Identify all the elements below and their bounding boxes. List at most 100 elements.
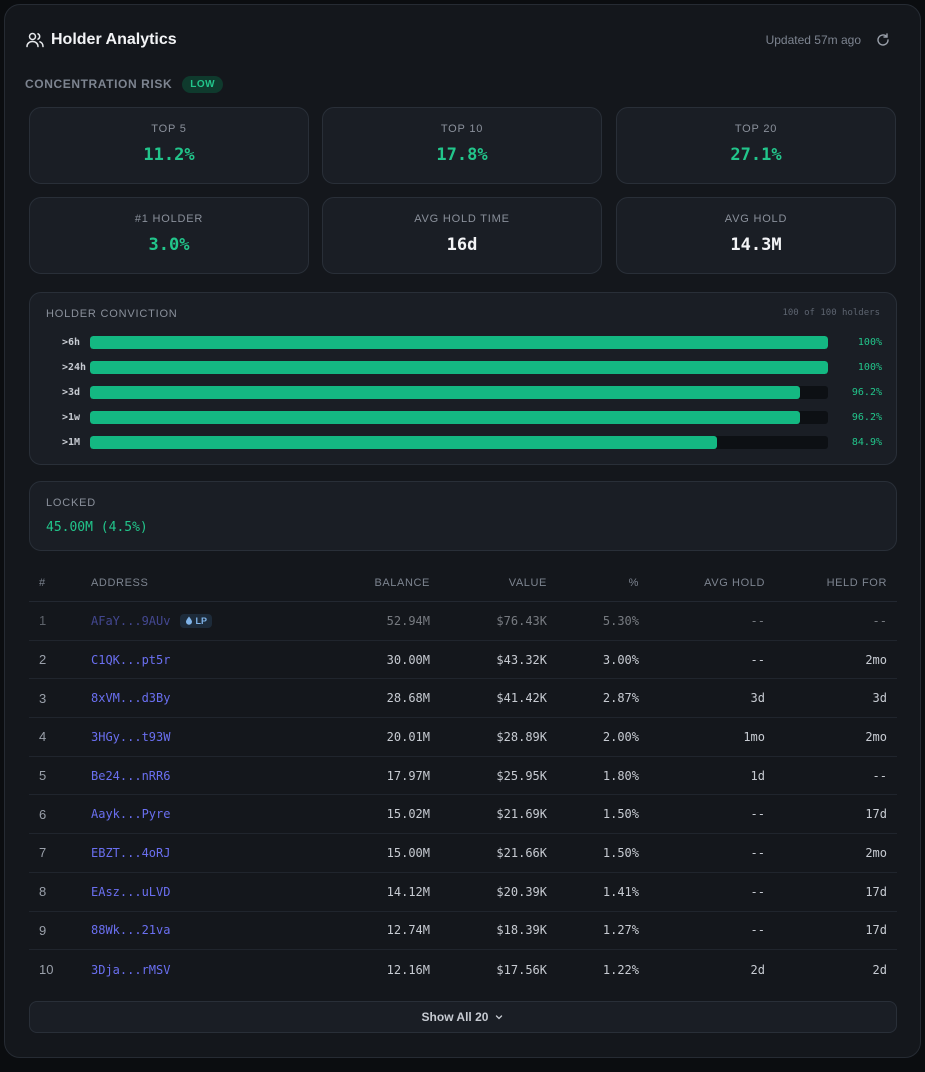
locked-label: LOCKED <box>46 497 97 509</box>
row-index: 2 <box>39 652 47 668</box>
stat-label: #1 HOLDER <box>134 213 204 225</box>
address-link[interactable]: C1QK...pt5r <box>91 652 171 667</box>
value-cell: $18.39K <box>496 923 547 938</box>
value-cell: $28.89K <box>496 729 547 744</box>
address-link[interactable]: EAsz...uLVD <box>91 884 171 899</box>
conviction-bar-row: >3d 96.2% <box>46 385 882 399</box>
table-row[interactable]: 3 8xVM...d3By 28.68M $41.42K 2.87% 3d 3d <box>29 679 897 719</box>
balance-cell: 12.74M <box>386 923 430 938</box>
percent-cell: 1.50% <box>602 807 639 822</box>
address-link[interactable]: Be24...nRR6 <box>91 768 171 783</box>
conviction-bar-fill <box>90 385 800 399</box>
conviction-bar-track <box>90 435 828 449</box>
row-index: 3 <box>39 690 47 706</box>
conviction-bar-fill <box>90 360 828 374</box>
avg-hold-cell: 2d <box>750 962 765 977</box>
locked-value: 45.00M (4.5%) <box>46 520 148 535</box>
conviction-bar-label: >3d <box>62 386 81 398</box>
conviction-bar-fill <box>90 410 800 424</box>
stat-value: 27.1% <box>730 145 782 165</box>
balance-cell: 14.12M <box>386 884 430 899</box>
value-cell: $43.32K <box>496 652 547 667</box>
avg-hold-cell: 1d <box>750 768 765 783</box>
table-row[interactable]: 9 88Wk...21va 12.74M $18.39K 1.27% -- 17d <box>29 912 897 951</box>
holders-table: # ADDRESS BALANCE VALUE % AVG HOLD HELD … <box>29 564 897 989</box>
balance-cell: 28.68M <box>386 691 430 706</box>
chevron-down-icon <box>494 1012 504 1022</box>
balance-cell: 15.00M <box>386 845 430 860</box>
conviction-bar-percent: 100% <box>857 361 882 373</box>
table-row[interactable]: 7 EBZT...4oRJ 15.00M $21.66K 1.50% -- 2mo <box>29 834 897 873</box>
percent-cell: 1.22% <box>602 962 639 977</box>
conviction-bar-track <box>90 410 828 424</box>
conviction-bar-percent: 84.9% <box>851 436 882 448</box>
address-link[interactable]: 3HGy...t93W <box>91 729 171 744</box>
address-cell: EBZT...4oRJ <box>91 846 275 860</box>
table-row[interactable]: 5 Be24...nRR6 17.97M $25.95K 1.80% 1d -- <box>29 757 897 796</box>
table-header: # ADDRESS BALANCE VALUE % AVG HOLD HELD … <box>29 564 897 602</box>
address-cell: C1QK...pt5r <box>91 653 275 667</box>
conviction-bar-label: >24h <box>62 361 87 373</box>
table-row[interactable]: 4 3HGy...t93W 20.01M $28.89K 2.00% 1mo 2mo <box>29 718 897 757</box>
table-row[interactable]: 6 Aayk...Pyre 15.02M $21.69K 1.50% -- 17d <box>29 795 897 835</box>
holder-conviction-card: HOLDER CONVICTION 100 of 100 holders >6h… <box>29 292 897 465</box>
row-index: 4 <box>39 729 47 745</box>
updated-timestamp: Updated 57m ago <box>765 33 861 47</box>
address-link[interactable]: AFaY...9AUv <box>91 613 171 628</box>
table-row[interactable]: 10 3Dja...rMSV 12.16M $17.56K 1.22% 2d 2d <box>29 950 897 989</box>
stat-top-5: TOP 5 11.2% <box>29 107 309 184</box>
balance-cell: 15.02M <box>386 807 430 822</box>
percent-cell: 5.30% <box>602 613 639 628</box>
stat-label: AVG HOLD <box>724 213 788 225</box>
conviction-bar-track <box>90 360 828 374</box>
value-cell: $17.56K <box>496 962 547 977</box>
balance-cell: 52.94M <box>386 613 430 628</box>
balance-cell: 30.00M <box>386 652 430 667</box>
held-for-cell: 17d <box>865 923 887 938</box>
header-address: ADDRESS <box>91 576 149 589</box>
address-cell: 3Dja...rMSV <box>91 963 275 977</box>
show-all-button[interactable]: Show All 20 <box>29 1001 897 1033</box>
conviction-bar-percent: 96.2% <box>851 386 882 398</box>
address-link[interactable]: 3Dja...rMSV <box>91 962 171 977</box>
avg-hold-cell: -- <box>750 884 765 899</box>
row-index: 7 <box>39 845 47 861</box>
held-for-cell: 17d <box>865 884 887 899</box>
table-row[interactable]: 8 EAsz...uLVD 14.12M $20.39K 1.41% -- 17d <box>29 873 897 912</box>
conviction-bar-row: >24h 100% <box>46 360 882 374</box>
address-link[interactable]: EBZT...4oRJ <box>91 845 171 860</box>
value-cell: $20.39K <box>496 884 547 899</box>
conviction-bar-percent: 100% <box>857 336 882 348</box>
value-cell: $25.95K <box>496 768 547 783</box>
value-cell: $41.42K <box>496 691 547 706</box>
header-percent: % <box>628 576 639 589</box>
stat-avg-hold-time: AVG HOLD TIME 16d <box>322 197 602 274</box>
balance-cell: 12.16M <box>386 962 430 977</box>
value-cell: $21.66K <box>496 845 547 860</box>
conviction-bar-label: >1M <box>62 436 81 448</box>
held-for-cell: 17d <box>865 807 887 822</box>
value-cell: $21.69K <box>496 807 547 822</box>
avg-hold-cell: -- <box>750 923 765 938</box>
table-row[interactable]: 2 C1QK...pt5r 30.00M $43.32K 3.00% -- 2mo <box>29 641 897 680</box>
percent-cell: 3.00% <box>602 652 639 667</box>
row-index: 10 <box>39 962 54 978</box>
refresh-icon[interactable] <box>875 32 891 48</box>
stat-label: TOP 5 <box>151 123 187 135</box>
lp-label: LP <box>195 615 207 626</box>
address-link[interactable]: 8xVM...d3By <box>91 691 171 706</box>
address-link[interactable]: 88Wk...21va <box>91 923 171 938</box>
address-cell: Be24...nRR6 <box>91 769 275 783</box>
conviction-bar-row: >6h 100% <box>46 335 882 349</box>
held-for-cell: 3d <box>872 691 887 706</box>
percent-cell: 1.41% <box>602 884 639 899</box>
conviction-title: HOLDER CONVICTION <box>46 308 178 320</box>
row-index: 5 <box>39 768 47 784</box>
table-row[interactable]: 1 AFaY...9AUv LP 52.94M $76.43K 5.30% -- -- <box>29 602 897 641</box>
held-for-cell: 2mo <box>865 845 887 860</box>
avg-hold-cell: 3d <box>750 691 765 706</box>
stat-value: 16d <box>446 235 478 255</box>
address-link[interactable]: Aayk...Pyre <box>91 807 171 822</box>
avg-hold-cell: -- <box>750 613 765 628</box>
row-index: 9 <box>39 922 47 938</box>
